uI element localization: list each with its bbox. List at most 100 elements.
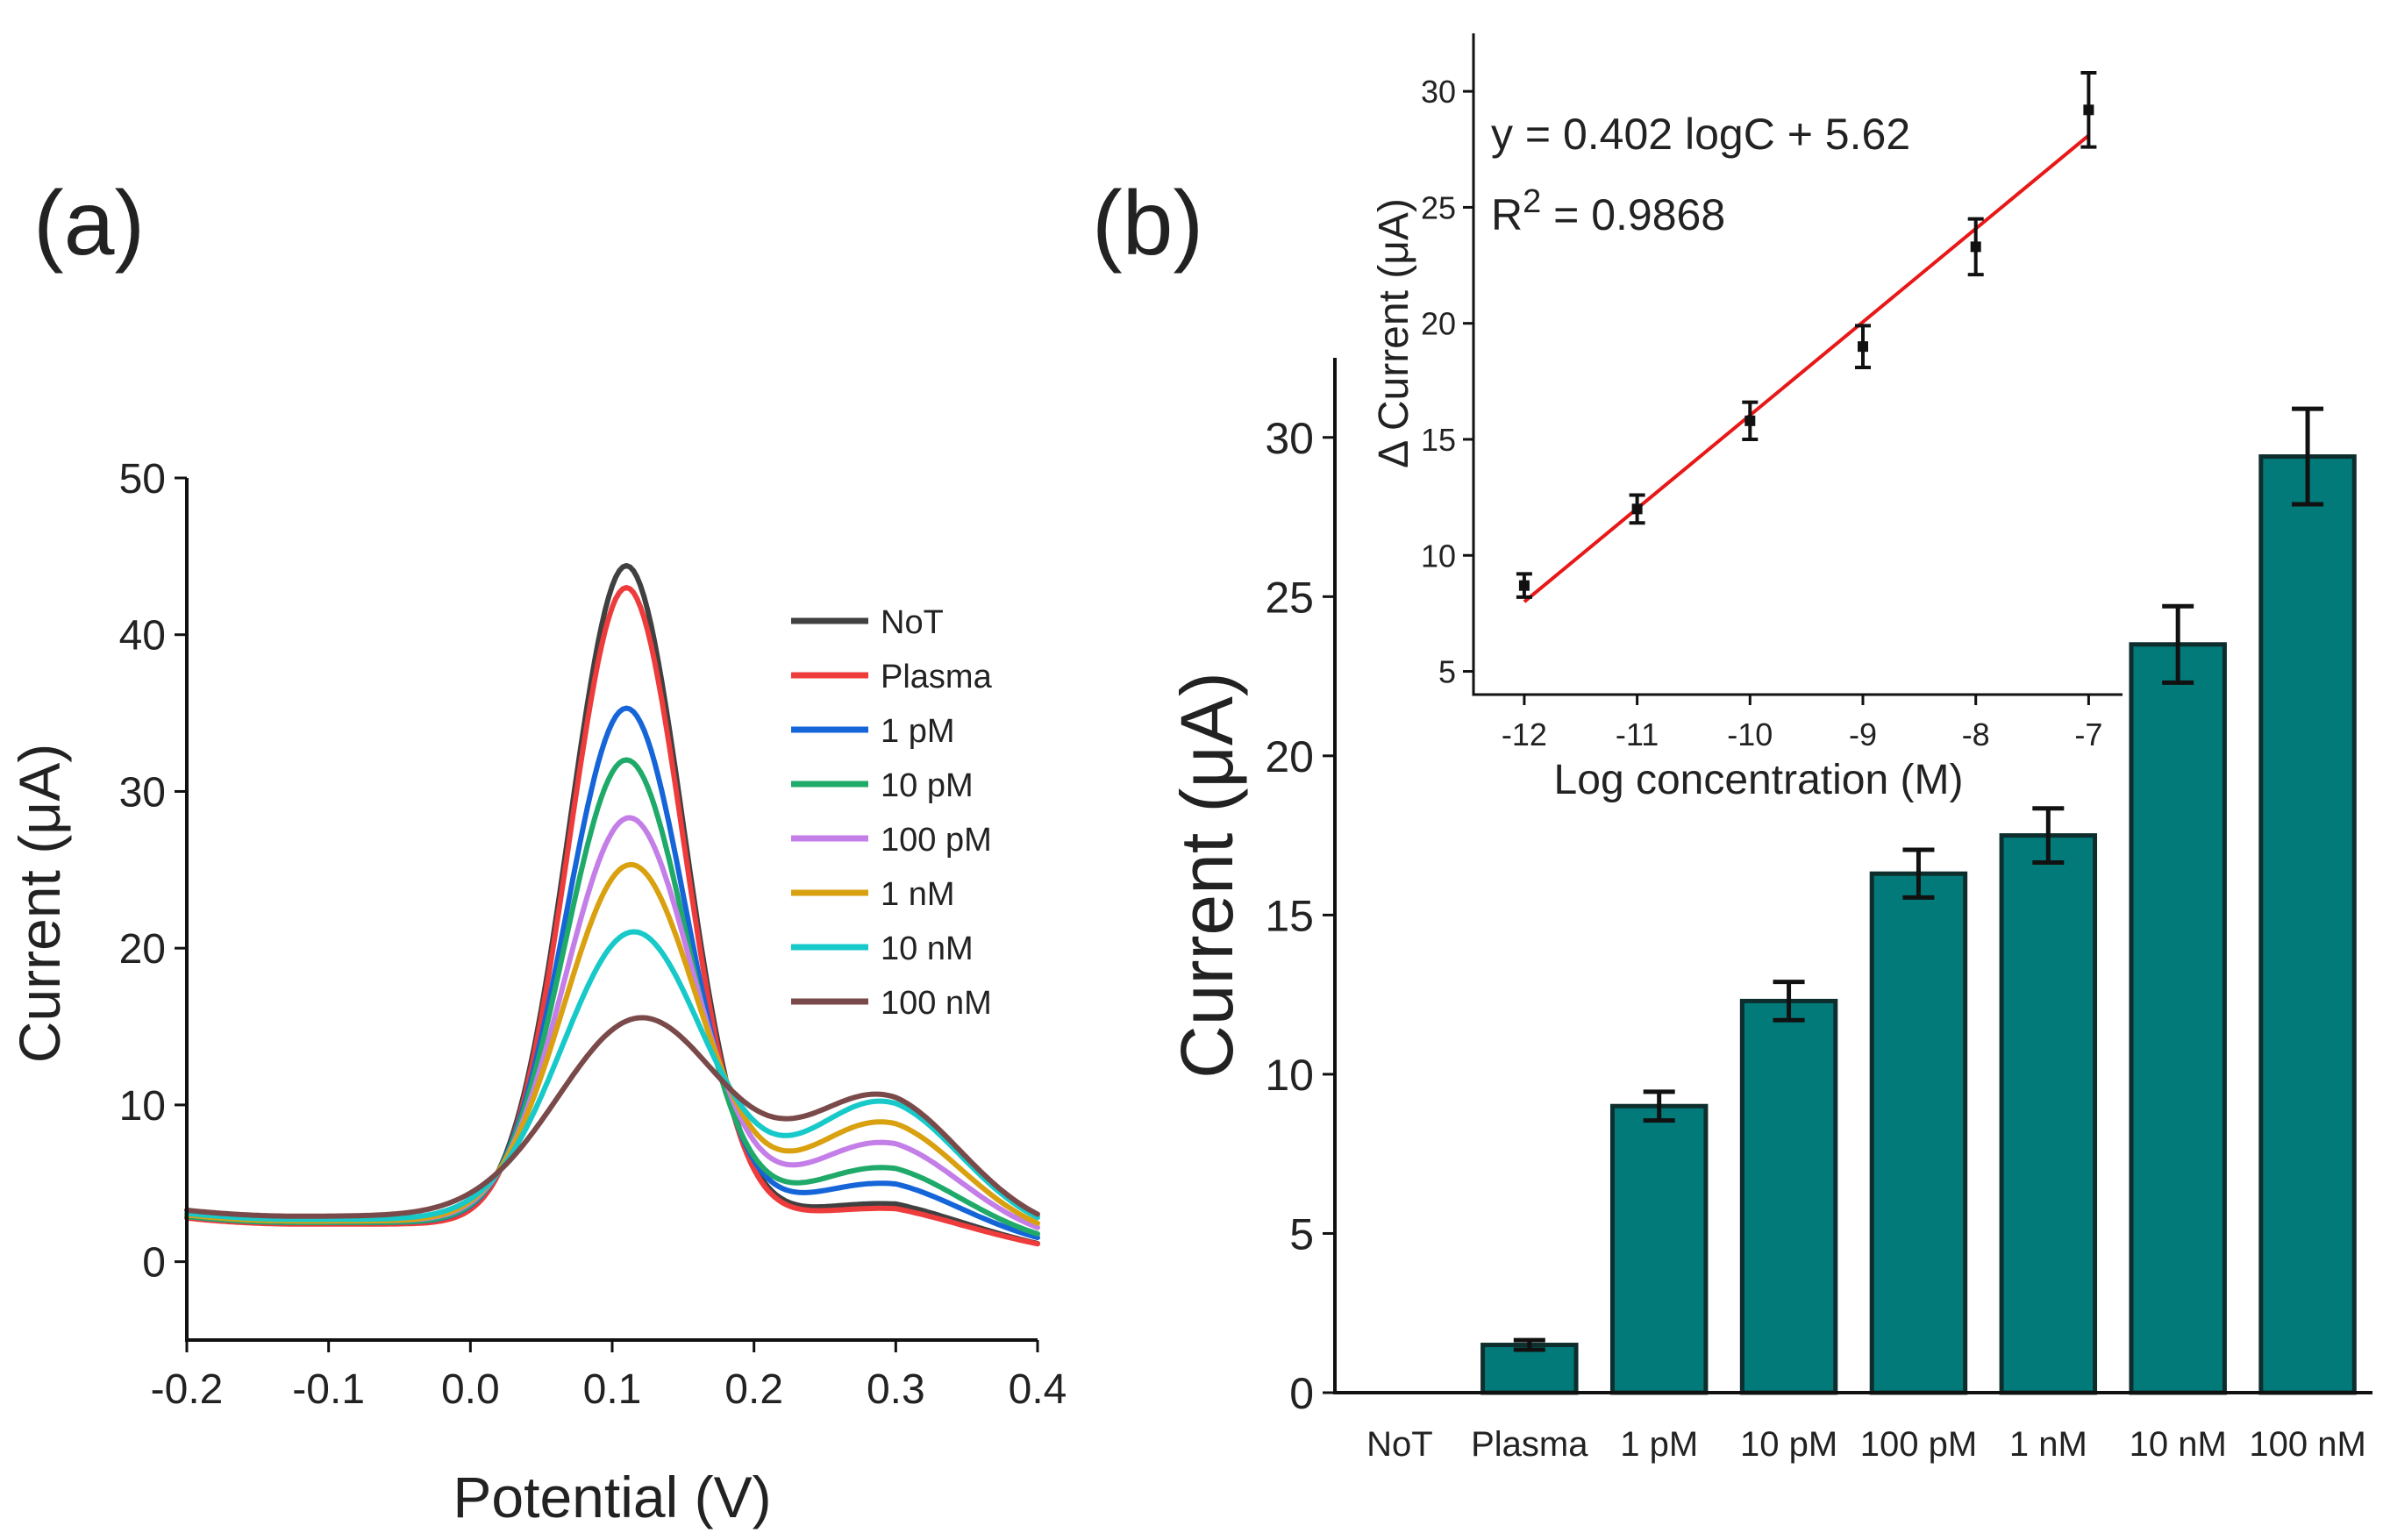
inset-background bbox=[1414, 26, 2129, 693]
panel-b-x-ticks: NoT Plasma 1 pM 10 pM 100 pM 1 nM 10 nM 100 nM bbox=[1366, 1425, 2366, 1464]
panel-b-y-tick-label: 25 bbox=[1265, 573, 1314, 622]
inset-y-tick-label: 30 bbox=[1421, 74, 1456, 110]
panel-a-legend-label: 10 pM bbox=[881, 767, 974, 804]
panel-b-error-bar bbox=[1902, 847, 1935, 900]
panel-a-x-tick-label: 0.4 bbox=[1009, 1366, 1067, 1413]
panel-b-bar bbox=[1869, 871, 1968, 1395]
panel-b-category-label: 10 nM bbox=[2130, 1425, 2227, 1464]
inset-x-tick-label: -12 bbox=[1502, 717, 1547, 752]
panel-b-y-tick-label: 0 bbox=[1289, 1369, 1314, 1418]
inset-points bbox=[1516, 70, 2097, 599]
panel-b-category-label: Plasma bbox=[1471, 1425, 1588, 1464]
inset-r-squared-sup: 2 bbox=[1523, 183, 1541, 220]
panel-a-x-tick-label: -0.1 bbox=[292, 1366, 365, 1413]
inset-x-tick-label: -11 bbox=[1616, 717, 1659, 752]
panel-b-bar bbox=[2129, 642, 2227, 1395]
panel-a-x-tick-label: 0.2 bbox=[724, 1366, 783, 1413]
panel-a-legend-label: 100 nM bbox=[881, 985, 992, 1022]
panel-a-legend-label: 1 nM bbox=[881, 876, 954, 913]
panel-a-y-ticks: 0 10 20 30 40 50 bbox=[119, 456, 187, 1287]
inset-x-tick-label: -9 bbox=[1849, 717, 1877, 752]
inset-data-point bbox=[1970, 241, 1981, 253]
inset-data-point bbox=[1858, 341, 1868, 353]
panel-b-y-axis-title: Current (μA) bbox=[1166, 672, 1248, 1079]
panel-a-legend-label: NoT bbox=[881, 604, 944, 641]
panel-a-curve bbox=[184, 1015, 1040, 1219]
inset-y-axis-title: Δ Current (μA) bbox=[1371, 198, 1417, 468]
panel-a-y-tick-label: 20 bbox=[119, 926, 166, 973]
panel-a-x-tick-label: -0.2 bbox=[151, 1366, 224, 1413]
inset-y-tick-label: 15 bbox=[1421, 422, 1456, 458]
panel-a-y-tick-label: 50 bbox=[119, 456, 166, 503]
inset-r-squared: R2 = 0.9868 bbox=[1491, 183, 1725, 239]
inset-y-tick-label: 10 bbox=[1421, 538, 1456, 574]
inset-axes bbox=[1472, 33, 2123, 696]
panel-b-error-bar bbox=[1773, 980, 1805, 1023]
panel-a-y-tick-label: 0 bbox=[142, 1240, 166, 1287]
panel-a-legend: NoT Plasma 1 pM 10 pM 100 pM 1 nM 10 nM 100 nM bbox=[791, 604, 993, 1022]
panel-a-curve bbox=[184, 861, 1040, 1226]
panel-a-y-tick-label: 10 bbox=[119, 1083, 166, 1130]
inset-y-ticks: 5 10 15 20 25 30 bbox=[1421, 74, 1473, 690]
panel-a-curves bbox=[184, 563, 1040, 1247]
panel-b-bar bbox=[1609, 1103, 1709, 1395]
inset-data-point bbox=[1631, 503, 1643, 515]
panel-b-inset: 5 10 15 20 25 30 -12 -11 -10 -9 -8 -7 y = 0.402 lo… bbox=[1371, 26, 2129, 803]
inset-x-tick-label: -10 bbox=[1727, 717, 1773, 752]
panel-b-bar bbox=[1480, 1343, 1579, 1395]
panel-b-bar bbox=[2258, 454, 2357, 1395]
panel-b-bar bbox=[1999, 833, 2098, 1395]
inset-x-ticks: -12 -11 -10 -9 -8 -7 bbox=[1502, 695, 2102, 752]
panel-b-y-ticks: 0 5 10 15 20 25 30 bbox=[1265, 414, 1335, 1418]
panel-a-legend-label: 100 pM bbox=[881, 822, 992, 859]
inset-y-tick-label: 5 bbox=[1438, 654, 1456, 690]
panel-a-legend-label: 1 pM bbox=[881, 713, 954, 750]
inset-data-point bbox=[1518, 580, 1530, 591]
panel-b-category-label: 1 nM bbox=[2009, 1425, 2087, 1464]
panel-a-legend-label: 10 nM bbox=[881, 930, 974, 967]
panel-b-category-label: 100 pM bbox=[1860, 1425, 1977, 1464]
inset-equation: y = 0.402 logC + 5.62 bbox=[1491, 110, 1910, 159]
panel-a-legend-label: Plasma bbox=[881, 659, 993, 695]
inset-fit-line bbox=[1523, 133, 2090, 603]
inset-x-tick-label: -7 bbox=[2074, 717, 2102, 752]
panel-b-error-bar bbox=[2292, 406, 2324, 507]
panel-a-y-tick-label: 40 bbox=[119, 613, 166, 659]
panel-b-error-bar bbox=[2162, 603, 2194, 685]
inset-x-tick-label: -8 bbox=[1962, 717, 1990, 752]
panel-a-x-tick-label: 0.1 bbox=[583, 1366, 642, 1413]
panel-b-error-bar bbox=[1643, 1089, 1675, 1123]
panel-a-x-axis-title: Potential (V) bbox=[453, 1465, 771, 1529]
panel-a-x-tick-label: 0.3 bbox=[867, 1366, 925, 1413]
panel-b-y-tick-label: 20 bbox=[1265, 732, 1314, 781]
panel-b-category-label: 100 nM bbox=[2249, 1425, 2365, 1464]
inset-y-tick-label: 25 bbox=[1421, 189, 1456, 225]
panel-b-category-label: 1 pM bbox=[1620, 1425, 1698, 1464]
panel-b-category-label: 10 pM bbox=[1740, 1425, 1837, 1464]
inset-r-squared-r: R bbox=[1491, 190, 1523, 239]
panel-b-error-bar bbox=[2032, 806, 2065, 865]
panel-b-y-tick-label: 15 bbox=[1265, 891, 1314, 940]
panel-b-y-tick-label: 30 bbox=[1265, 414, 1314, 463]
inset-r-squared-value: = 0.9868 bbox=[1541, 190, 1725, 239]
inset-x-axis-title: Log concentration (M) bbox=[1554, 757, 1964, 803]
panel-b-label: (b) bbox=[1092, 173, 1203, 274]
panel-a-curve bbox=[184, 929, 1040, 1223]
inset-data-point bbox=[2083, 104, 2094, 116]
panel-b-y-tick-label: 5 bbox=[1289, 1209, 1314, 1258]
panel-b-bars bbox=[1480, 406, 2357, 1395]
panel-a-y-axis-title: Current (μA) bbox=[7, 744, 72, 1063]
panel-a-x-tick-label: 0.0 bbox=[441, 1366, 500, 1413]
panel-b-y-tick-label: 10 bbox=[1265, 1051, 1314, 1100]
panel-a-y-tick-label: 30 bbox=[119, 769, 166, 816]
panel-a-label: (a) bbox=[33, 173, 145, 274]
panel-b-error-bar bbox=[1513, 1337, 1545, 1352]
panel-b-category-label: NoT bbox=[1366, 1425, 1433, 1464]
inset-data-point bbox=[1744, 415, 1756, 426]
panel-b-bar bbox=[1739, 998, 1838, 1395]
inset-y-tick-label: 20 bbox=[1421, 306, 1456, 342]
panel-a-x-ticks: -0.2 -0.1 0.0 0.1 0.2 0.3 0.4 bbox=[151, 1340, 1067, 1413]
